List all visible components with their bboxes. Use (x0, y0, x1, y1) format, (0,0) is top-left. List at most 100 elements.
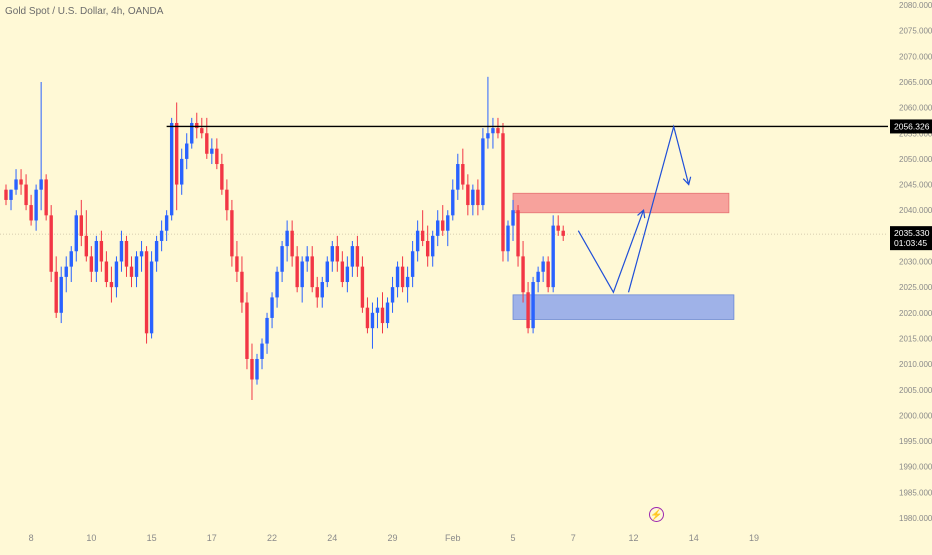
candle-body (436, 220, 440, 236)
y-tick-label: 2070.000 (899, 52, 932, 61)
x-tick-label: 29 (388, 533, 398, 543)
lightning-icon[interactable]: ⚡ (649, 507, 664, 522)
candle-body (295, 256, 299, 288)
candle-body (521, 256, 525, 293)
candle-body (4, 189, 8, 200)
candle-body (446, 215, 450, 231)
candle-body (561, 230, 565, 236)
x-tick-label: 8 (29, 533, 34, 543)
resistance-price-label: 2056.326 (894, 121, 930, 131)
candle-body (230, 210, 234, 257)
y-tick-label: 1995.000 (899, 437, 932, 446)
y-tick-label: 2050.000 (899, 155, 932, 164)
candle-body (89, 256, 94, 272)
y-tick-label: 2020.000 (899, 309, 932, 318)
candle-body (94, 240, 99, 272)
y-tick-label: 2045.000 (899, 181, 932, 190)
candle-body (315, 287, 319, 298)
projection-arrow-head (682, 176, 692, 186)
candle-body (310, 256, 314, 288)
candle-body (516, 210, 520, 257)
candle-body (250, 358, 254, 380)
candle-body (200, 128, 204, 134)
candle-body (215, 148, 219, 165)
y-tick-label: 2010.000 (899, 360, 932, 369)
candle-body (139, 251, 144, 257)
candle-body (34, 189, 38, 221)
candle-body (491, 128, 495, 134)
candle-body (501, 133, 505, 252)
candle-body (551, 225, 555, 288)
candle-body (255, 358, 259, 380)
candle-body (164, 215, 169, 231)
candle-body (320, 282, 324, 298)
candle-body (335, 246, 340, 262)
candle-body (476, 189, 480, 206)
candle-body (185, 143, 189, 159)
candle-body (14, 179, 18, 190)
candle-body (350, 246, 355, 267)
candle-body (270, 297, 274, 318)
candle-body (400, 266, 405, 288)
candle-body (380, 307, 385, 324)
y-tick-label: 2065.000 (899, 78, 932, 87)
current-price-tag (890, 226, 932, 251)
candle-body (24, 184, 28, 206)
x-tick-label: 10 (86, 533, 96, 543)
candle-body (99, 240, 104, 262)
candle-body (395, 266, 400, 288)
candle-body (481, 138, 485, 206)
candle-body (451, 189, 455, 216)
candle-body (345, 266, 350, 283)
candle-body (496, 128, 500, 134)
candle-body (134, 256, 139, 277)
candle-body (280, 246, 284, 272)
candle-body (365, 307, 370, 329)
countdown-label: 01:03:45 (894, 238, 927, 248)
candle-body (330, 246, 334, 262)
candle-body (205, 133, 209, 154)
candle-body (109, 282, 114, 288)
candle-body (370, 312, 375, 329)
candle-body (174, 122, 179, 185)
candle-body (541, 261, 545, 272)
candle-body (275, 271, 279, 298)
candle-body (245, 302, 249, 359)
x-tick-label: 12 (628, 533, 638, 543)
y-tick-label: 2005.000 (899, 386, 932, 395)
x-tick-label: 17 (207, 533, 217, 543)
candle-body (79, 215, 83, 236)
candle-body (511, 210, 515, 226)
candle-body (546, 261, 550, 288)
candle-body (531, 282, 535, 329)
candle-body (149, 261, 154, 334)
projection-arrow (627, 124, 690, 293)
candle-body (300, 261, 304, 288)
candle-body (29, 205, 33, 221)
candle-body (210, 148, 214, 154)
y-tick-label: 2025.000 (899, 283, 932, 292)
x-tick-label: 15 (147, 533, 157, 543)
candle-body (74, 215, 78, 252)
y-tick-label: 2030.000 (899, 258, 932, 267)
candle-body (144, 251, 149, 334)
y-tick-label: 1980.000 (899, 514, 932, 523)
chart-title: Gold Spot / U.S. Dollar, 4h, OANDA (5, 6, 164, 17)
candle-body (456, 164, 460, 190)
candle-body (420, 230, 425, 241)
candle-body (19, 179, 23, 185)
y-tick-label: 2080.000 (899, 1, 932, 10)
candle-body (54, 271, 58, 313)
candle-body (340, 261, 345, 283)
x-tick-label: 5 (511, 533, 516, 543)
current-price-label: 2035.330 (894, 228, 930, 238)
projection-arrow (577, 209, 645, 294)
candle-body (526, 292, 530, 329)
y-tick-label: 2040.000 (899, 206, 932, 215)
x-tick-label: 22 (267, 533, 277, 543)
candle-body (124, 240, 129, 267)
candle-body (64, 266, 68, 277)
candle-body (119, 240, 124, 262)
